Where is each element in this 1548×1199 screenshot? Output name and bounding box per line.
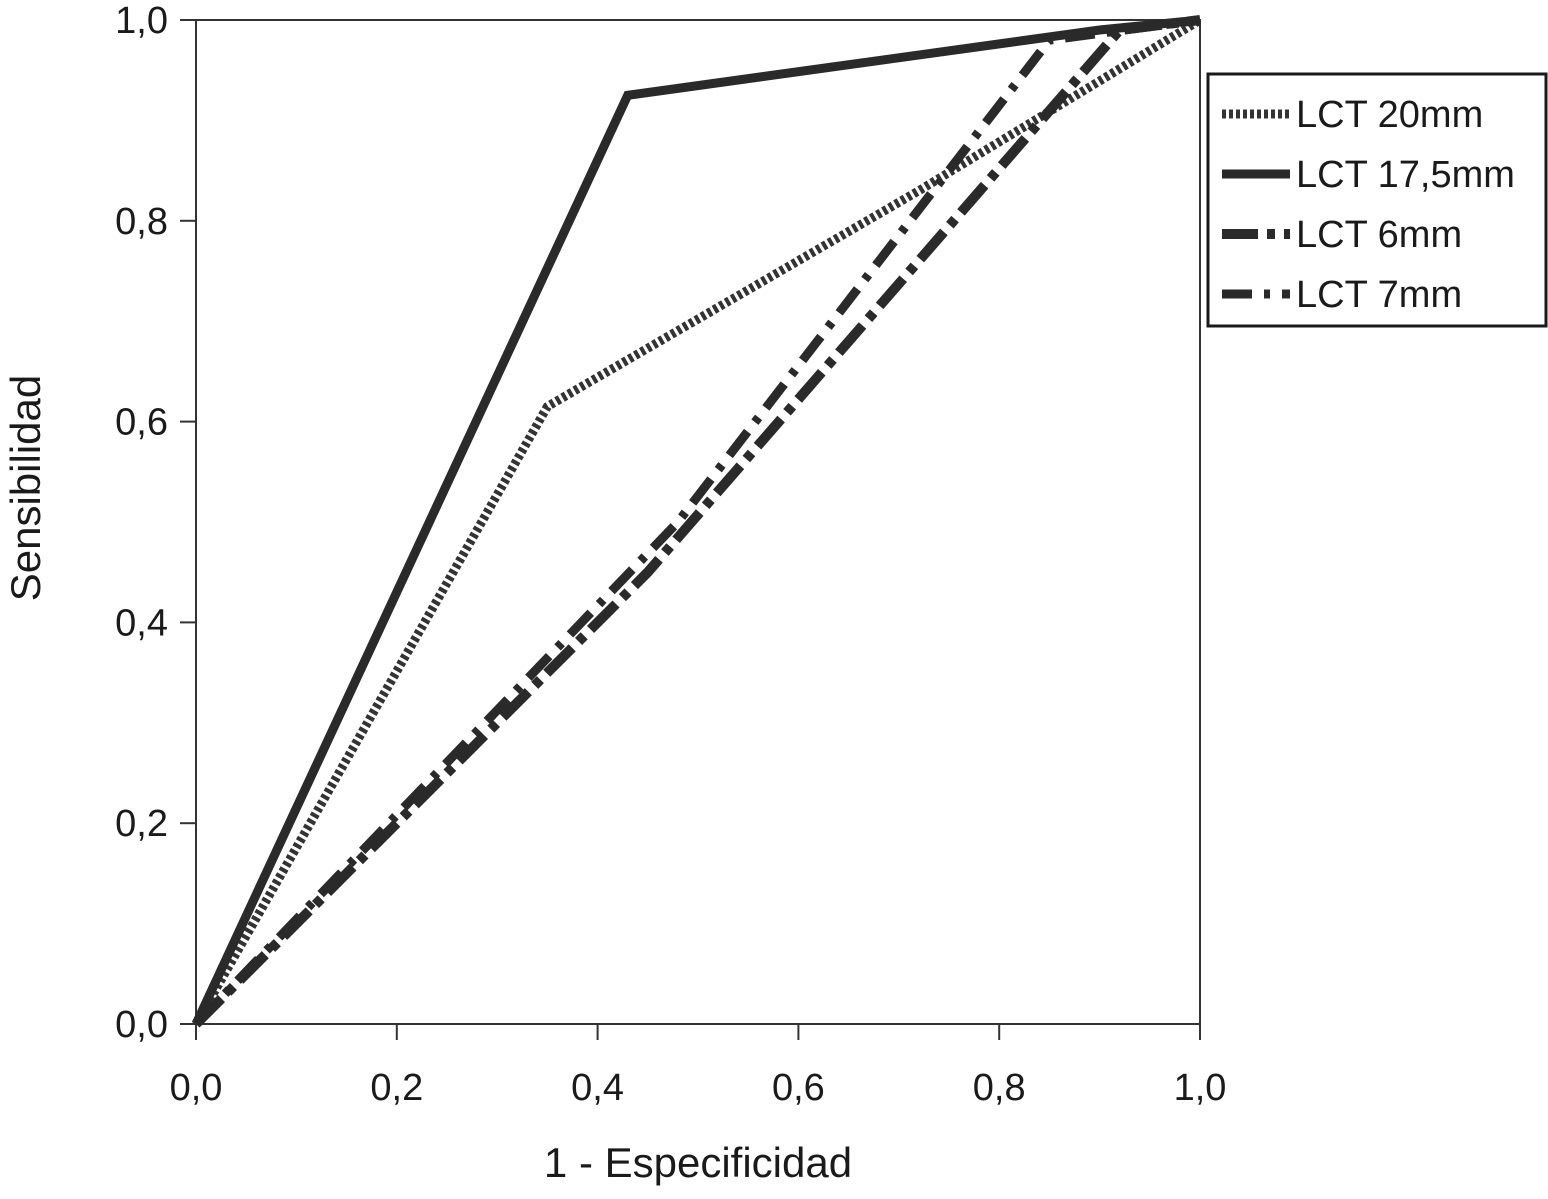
y-tick-label: 0,6 bbox=[115, 402, 168, 444]
y-tick-label: 0,2 bbox=[115, 803, 168, 845]
y-tick-label: 0,0 bbox=[115, 1004, 168, 1046]
x-axis: 0,0 0,2 0,4 0,6 0,8 1,0 bbox=[170, 1024, 1227, 1109]
x-tick-label: 1,0 bbox=[1174, 1067, 1227, 1109]
y-tick-label: 0,8 bbox=[115, 201, 168, 243]
series-layer bbox=[191, 15, 1203, 1028]
plot-frame bbox=[195, 19, 1201, 1025]
legend-label: LCT 6mm bbox=[1296, 214, 1462, 256]
legend-label: LCT 17,5mm bbox=[1296, 154, 1515, 196]
y-axis: 0,0 0,2 0,4 0,6 0,8 1,0 bbox=[115, 0, 196, 1046]
y-tick-label: 0,4 bbox=[115, 602, 168, 644]
x-tick-label: 0,0 bbox=[170, 1067, 223, 1109]
series-line-lct-17-5mm bbox=[191, 15, 1201, 1026]
legend-label: LCT 20mm bbox=[1296, 94, 1483, 136]
series-line-lct-6mm bbox=[192, 15, 1201, 1028]
legend: LCT 20mm LCT 17,5mm LCT 6mm LCT 7mm bbox=[1206, 72, 1548, 328]
x-tick-label: 0,6 bbox=[772, 1067, 825, 1109]
y-axis-title: Sensibilidad bbox=[2, 375, 49, 602]
x-tick-label: 0,8 bbox=[973, 1067, 1026, 1109]
x-axis-title: 1 - Especificidad bbox=[544, 1139, 852, 1186]
y-tick-label: 1,0 bbox=[115, 0, 168, 42]
legend-label: LCT 7mm bbox=[1296, 274, 1462, 316]
x-tick-label: 0,2 bbox=[370, 1067, 423, 1109]
x-tick-label: 0,4 bbox=[571, 1067, 624, 1109]
